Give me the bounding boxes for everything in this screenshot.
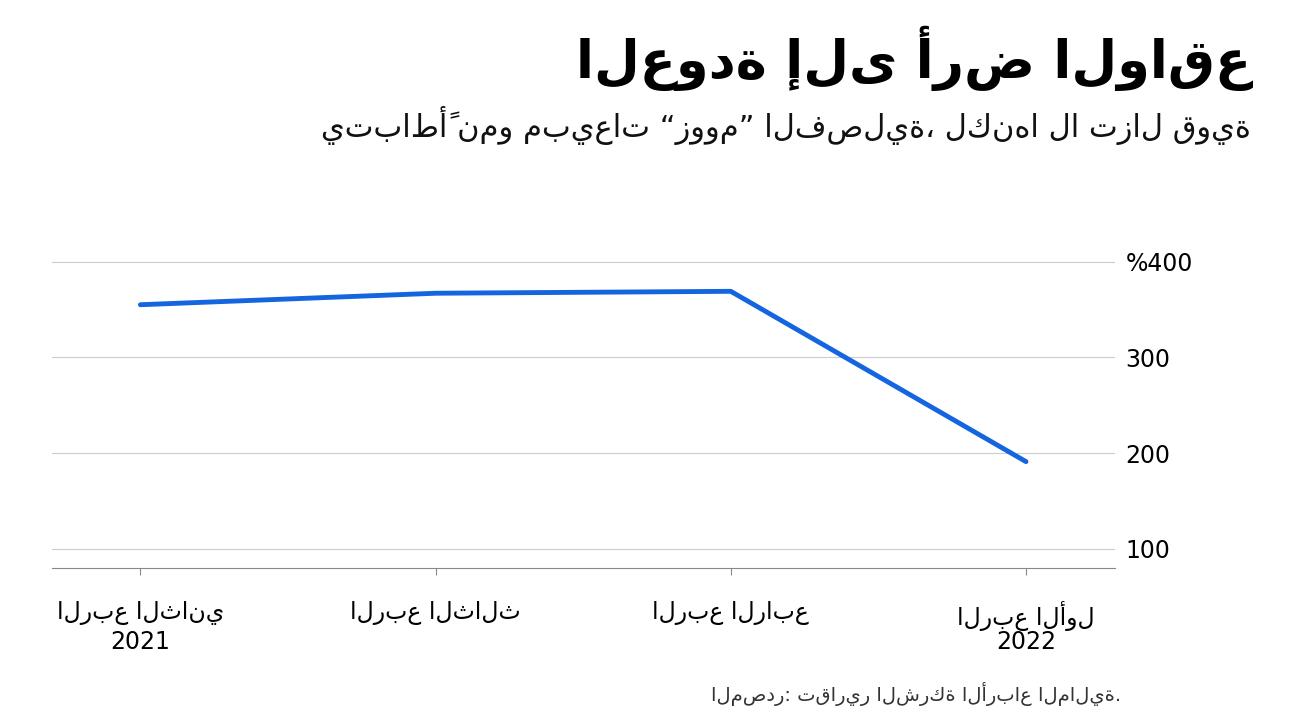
Text: العودة إلى أرض الواقع: العودة إلى أرض الواقع: [575, 25, 1251, 91]
Text: الربع الأول: الربع الأول: [958, 601, 1095, 631]
Text: المصدر: تقارير الشركة الأرباع المالية.: المصدر: تقارير الشركة الأرباع المالية.: [712, 682, 1121, 706]
Text: 2021: 2021: [110, 630, 170, 654]
Text: يتباطأً نمو مبيعات “زووم” الفصلية، لكنها لا تزال قوية: يتباطأً نمو مبيعات “زووم” الفصلية، لكنها…: [321, 106, 1251, 145]
Text: 2022: 2022: [997, 630, 1056, 654]
Text: الربع الثاني: الربع الثاني: [57, 601, 224, 625]
Text: الربع الرابع: الربع الرابع: [652, 601, 809, 625]
Text: الربع الثالث: الربع الثالث: [350, 601, 521, 625]
